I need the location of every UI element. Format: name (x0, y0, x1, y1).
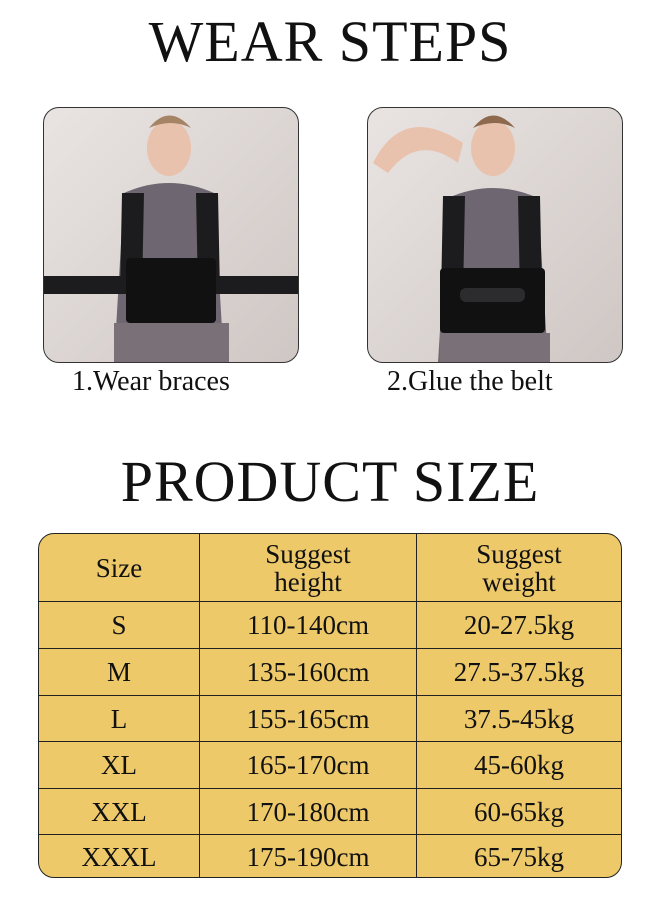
step-2-caption: 2.Glue the belt (387, 366, 553, 397)
cell-weight: 60-65kg (474, 796, 564, 827)
cell-size: XXXL (39, 835, 200, 877)
cell-size: L (39, 696, 200, 741)
cell-weight: 37.5-45kg (463, 703, 575, 734)
cell-height: 175-190cm (200, 835, 417, 877)
table-row: S 110-140cm 20-27.5kg (39, 601, 621, 648)
step-2-photo (367, 107, 623, 363)
product-size-title: PRODUCT SIZE (120, 449, 540, 514)
cell-height: 165-170cm (200, 742, 417, 788)
cell-weight: 20-27.5kg (463, 610, 575, 640)
cell-height: 110-140cm (200, 602, 417, 648)
cell-size: M (39, 649, 200, 695)
table-row: M 135-160cm 27.5-37.5kg (39, 648, 621, 695)
cell-weight: 45-60kg (474, 750, 564, 780)
header-size: Size (39, 534, 200, 601)
step-1-caption: 1.Wear braces (72, 366, 230, 397)
cell-height: 135-160cm (200, 649, 417, 695)
cell-height: 155-165cm (200, 696, 417, 741)
header-weight-label: Suggest weight (476, 538, 562, 597)
cell-height: 170-180cm (200, 789, 417, 834)
table-row: XXXL 175-190cm 65-75kg (39, 834, 621, 877)
cell-size: S (39, 602, 200, 648)
table-row: L 155-165cm 37.5-45kg (39, 695, 621, 741)
cell-size: XL (39, 742, 200, 788)
table-row: XXL 170-180cm 60-65kg (39, 788, 621, 834)
cell-weight: 65-75kg (474, 842, 564, 872)
size-table: Size Suggest height Suggest weight S 110-… (38, 533, 622, 878)
table-row: XL 165-170cm 45-60kg (39, 741, 621, 788)
cell-weight: 27.5-37.5kg (453, 657, 585, 687)
header-weight: Suggest weight (417, 534, 621, 601)
header-height-label: Suggest height (265, 538, 351, 597)
cell-size: XXL (39, 789, 200, 834)
table-header: Size Suggest height Suggest weight (39, 534, 621, 601)
wear-steps-title: WEAR STEPS (148, 9, 512, 74)
step-1-photo (43, 107, 299, 363)
header-height: Suggest height (200, 534, 417, 601)
